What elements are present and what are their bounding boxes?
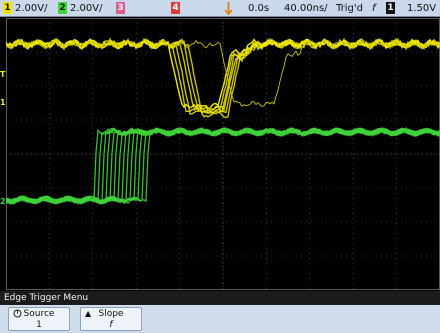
ch1-ground-marker[interactable]: 1 [0, 98, 6, 107]
ch1-trace [6, 37, 440, 114]
status-bar: 1 2.00V/ 2 2.00V/ 3 4 0.0s 40.00ns/ Trig'd… [0, 0, 440, 17]
ch2-trace [6, 126, 440, 205]
slope-softkey-value: f [109, 320, 113, 330]
softkey-bar: Source 1 ▲ Slope f [0, 305, 440, 333]
trigger-position-arrow-icon [224, 1, 233, 16]
ch2-trace [6, 127, 440, 205]
ch2-scale[interactable]: 2 2.00V/ [58, 2, 102, 15]
trigger-source-number: 1 [386, 2, 395, 14]
timebase[interactable]: 40.00ns/ [284, 3, 328, 14]
ch2-trace [6, 127, 440, 205]
ch1-trigger-level-marker[interactable]: T [0, 70, 6, 79]
ch1-scale-value: 2.00V/ [15, 3, 48, 14]
ch3-number: 3 [116, 2, 125, 14]
ch2-trace [6, 126, 440, 205]
ch2-scale-value: 2.00V/ [70, 3, 103, 14]
ch1-scale[interactable]: 1 2.00V/ [3, 2, 47, 15]
ch2-trace [6, 127, 440, 205]
ch2-trace [6, 127, 440, 204]
waveform-display[interactable] [6, 18, 440, 290]
ch1-trace [6, 37, 440, 119]
ch3-indicator[interactable]: 3 [116, 2, 128, 15]
ch1-trace-delayed [6, 38, 440, 107]
waveform-graticule [6, 18, 440, 290]
trigger-slope-icon: f [372, 3, 376, 14]
ch2-indicator: 2 [58, 2, 67, 14]
ch1-indicator: 1 [3, 2, 12, 14]
slope-softkey[interactable]: ▲ Slope f [80, 307, 142, 331]
menu-title: Edge Trigger Menu [0, 291, 440, 305]
up-arrow-icon: ▲ [85, 309, 92, 318]
ch4-indicator[interactable]: 4 [171, 2, 183, 15]
ch2-trace [6, 126, 440, 206]
ch2-trace [6, 127, 440, 206]
horizontal-delay[interactable]: 0.0s [248, 3, 270, 14]
source-softkey-value: 1 [36, 320, 42, 330]
ch1-waveform [6, 37, 440, 119]
ch4-number: 4 [171, 2, 180, 14]
ch2-waveform [6, 126, 440, 206]
ch2-trace [6, 126, 440, 205]
trigger-status: Trig'd [336, 3, 363, 14]
ch2-trace [6, 126, 440, 205]
trigger-level[interactable]: 1.50V [407, 3, 437, 14]
rotary-knob-icon [13, 309, 22, 320]
source-softkey-label: Source [23, 309, 55, 319]
trigger-source[interactable]: 1 [386, 2, 398, 15]
ch2-ground-marker[interactable]: 2 [0, 197, 6, 206]
source-softkey[interactable]: Source 1 [8, 307, 70, 331]
ch2-trace [6, 127, 440, 205]
slope-softkey-label: Slope [98, 309, 124, 319]
